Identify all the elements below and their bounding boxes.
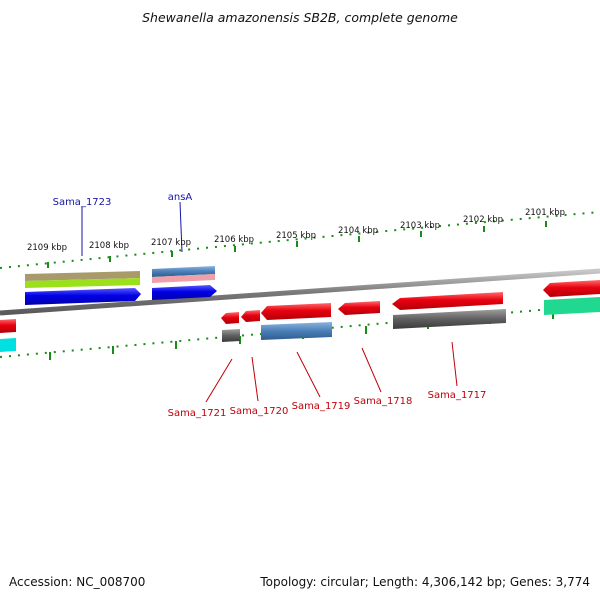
- accession-text: Accession: NC_008700: [9, 575, 145, 589]
- scale-label: 2109 kbp: [27, 243, 67, 253]
- feature-sama-1717[interactable]: [392, 292, 506, 329]
- scale-label: 2107 kbp: [151, 238, 191, 248]
- feature-sama-1718[interactable]: [338, 301, 380, 315]
- genome-backbone: [0, 268, 600, 316]
- scale-label: 2105 kbp: [276, 231, 316, 241]
- scale-label: 2103 kbp: [400, 221, 440, 231]
- gene-label-ansA[interactable]: ansA: [168, 192, 193, 203]
- gene-label-sama-1721[interactable]: Sama_1721: [168, 408, 227, 419]
- gene-label-sama-1718[interactable]: Sama_1718: [354, 396, 413, 407]
- feature-sama-1719[interactable]: [261, 303, 332, 340]
- feature-sama-1723[interactable]: [25, 271, 141, 305]
- scale-label: 2108 kbp: [89, 241, 129, 251]
- genome-summary-text: Topology: circular; Length: 4,306,142 bp…: [259, 575, 590, 589]
- map-title: Shewanella amazonensis SB2B, complete ge…: [142, 10, 458, 25]
- scale-label: 2101 kbp: [525, 208, 565, 218]
- feature-partial-right[interactable]: [543, 280, 600, 315]
- scale-labels: 2109 kbp 2108 kbp 2107 kbp 2106 kbp 2105…: [27, 208, 565, 253]
- gene-label-sama-1720[interactable]: Sama_1720: [230, 406, 289, 417]
- gene-label-sama-1723[interactable]: Sama_1723: [53, 197, 112, 208]
- gene-label-sama-1717[interactable]: Sama_1717: [428, 390, 487, 401]
- feature-sama-1720[interactable]: [241, 310, 260, 322]
- scale-label: 2104 kbp: [338, 226, 378, 236]
- feature-ansA[interactable]: [152, 266, 217, 300]
- major-ticks-top: [47, 221, 547, 268]
- scale-label: 2102 kbp: [463, 215, 503, 225]
- feature-partial-left[interactable]: [0, 319, 16, 352]
- scale-label: 2106 kbp: [214, 235, 254, 245]
- feature-sama-1721[interactable]: [221, 312, 240, 342]
- gene-label-sama-1719[interactable]: Sama_1719: [292, 401, 351, 412]
- label-leaders: [81, 201, 458, 403]
